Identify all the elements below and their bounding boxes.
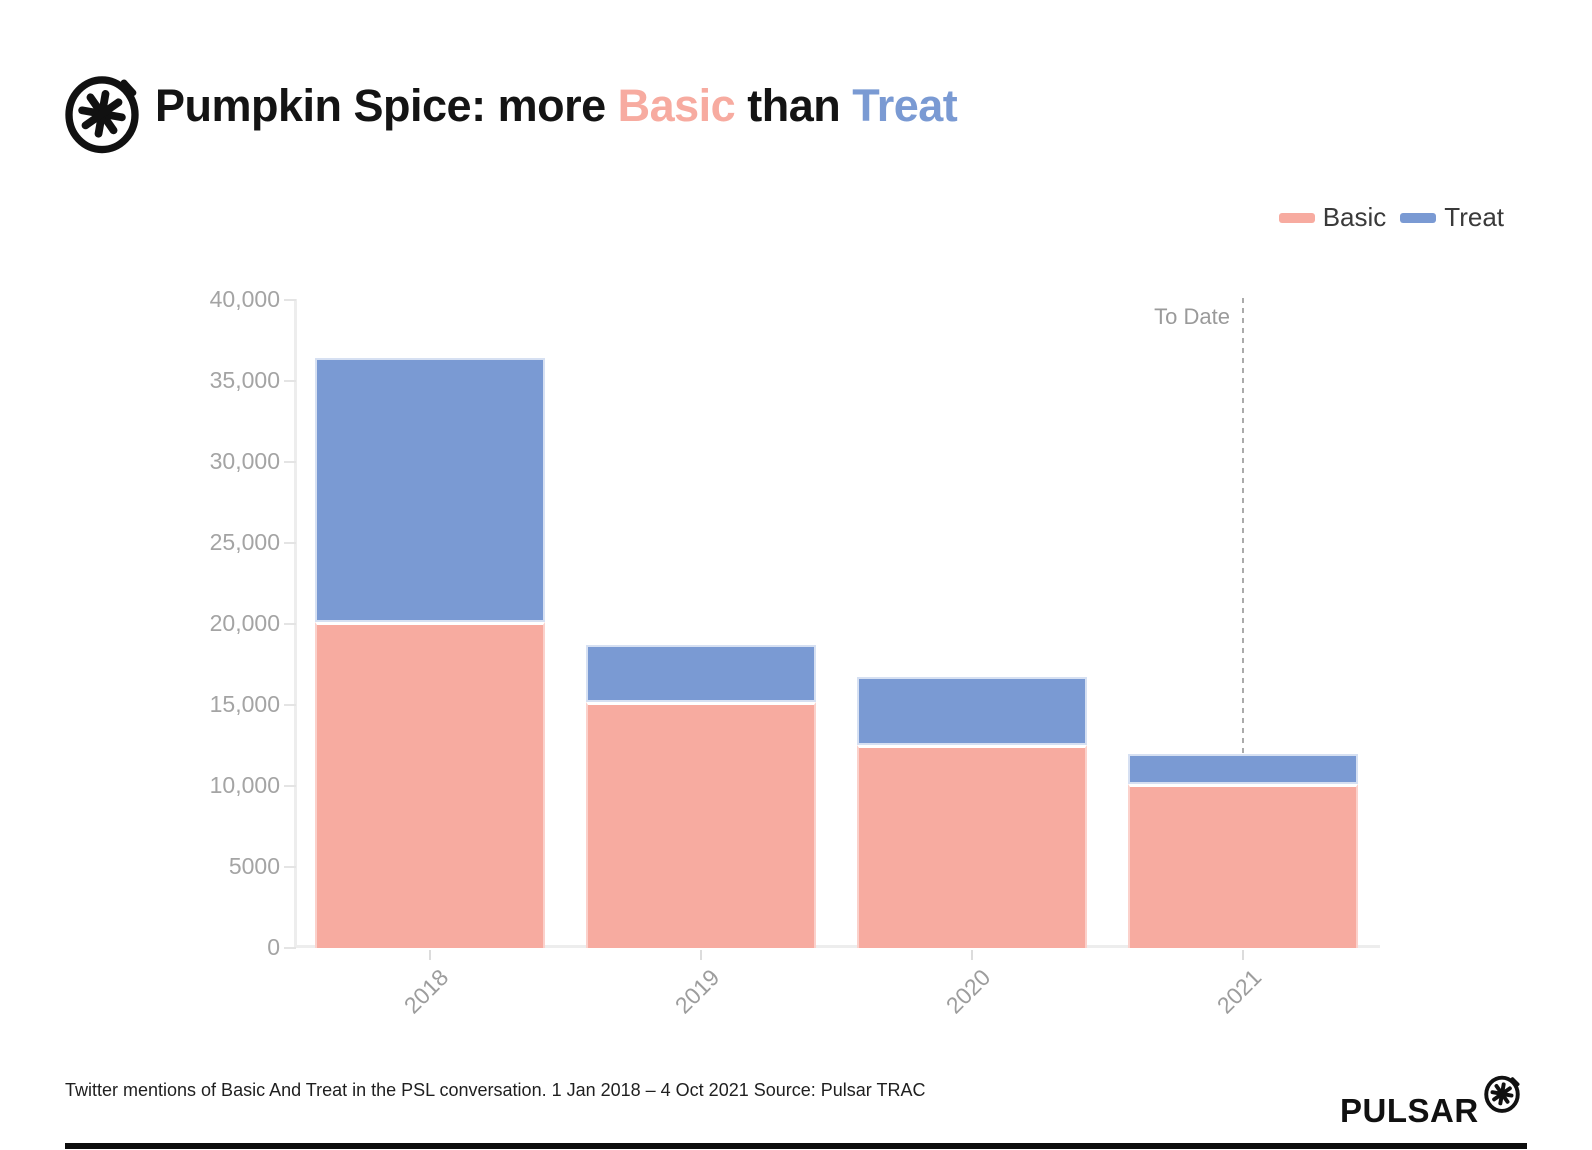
y-axis-tick-label: 40,000 xyxy=(209,286,280,312)
legend-label-basic: Basic xyxy=(1322,202,1387,232)
x-axis-tick-mark xyxy=(700,950,702,960)
x-axis-tick-label-2018: 2018 xyxy=(398,964,454,1019)
y-axis-tick-label: 35,000 xyxy=(209,367,280,393)
y-axis-tick-label: 0 xyxy=(267,934,280,960)
to-date-annotation: To Date xyxy=(1154,304,1230,329)
legend-item-treat[interactable]: Treat xyxy=(1400,202,1504,233)
y-axis-tick-mark xyxy=(284,947,296,949)
pulsar-wordmark-text: PULSAR xyxy=(1340,1092,1479,1129)
legend-item-basic[interactable]: Basic xyxy=(1278,202,1387,233)
y-axis-tick-label: 5000 xyxy=(228,853,280,879)
x-axis-tick-mark xyxy=(971,950,973,960)
bar-segment-basic-2019[interactable] xyxy=(586,701,816,948)
x-axis-tick-mark xyxy=(429,950,431,960)
x-axis-tick-label-2019: 2019 xyxy=(669,964,725,1019)
y-axis-tick-label: 25,000 xyxy=(209,529,280,555)
legend-swatch-treat xyxy=(1400,212,1437,223)
page-title: Pumpkin Spice: more Basic than Treat xyxy=(155,80,958,132)
bar-segment-treat-2020[interactable] xyxy=(857,676,1087,745)
title-basic-word: Basic xyxy=(617,80,736,131)
y-axis-tick-mark xyxy=(284,380,296,382)
y-axis-tick-label: 20,000 xyxy=(209,610,280,636)
title-prefix: Pumpkin Spice: more xyxy=(155,80,618,131)
bar-segment-basic-2020[interactable] xyxy=(857,744,1087,948)
pulsar-wordmark: PULSAR xyxy=(1340,1072,1523,1127)
x-axis-tick-mark xyxy=(1242,950,1244,960)
bar-segment-treat-2018[interactable] xyxy=(315,358,545,623)
chart-caption: Twitter mentions of Basic And Treat in t… xyxy=(65,1080,926,1100)
y-axis-tick-mark xyxy=(284,623,296,625)
x-axis-tick-label-2020: 2020 xyxy=(940,964,996,1019)
legend-label-treat: Treat xyxy=(1444,202,1504,232)
footer-divider xyxy=(65,1143,1527,1149)
to-date-dashed-line xyxy=(1242,298,1244,948)
title-treat-word: Treat xyxy=(852,80,958,131)
y-axis-tick-label: 10,000 xyxy=(209,772,280,798)
y-axis-tick-label: 30,000 xyxy=(209,448,280,474)
pulsar-asterisk-logo xyxy=(58,68,146,156)
bar-segment-treat-2021[interactable] xyxy=(1128,754,1358,784)
asterisk-circle-icon-small xyxy=(1483,1075,1520,1113)
y-axis-tick-mark xyxy=(284,542,296,544)
bar-segment-treat-2019[interactable] xyxy=(586,645,816,702)
legend-swatch-basic xyxy=(1278,212,1315,223)
asterisk-circle-icon xyxy=(65,76,139,154)
bar-segment-basic-2021[interactable] xyxy=(1128,783,1358,948)
bar-segment-basic-2018[interactable] xyxy=(315,622,545,948)
y-axis-tick-mark xyxy=(284,299,296,301)
y-axis-tick-mark xyxy=(284,461,296,463)
y-axis-tick-mark xyxy=(284,866,296,868)
x-axis-tick-label-2021: 2021 xyxy=(1211,964,1267,1019)
x-axis-line xyxy=(294,945,1380,948)
y-axis-tick-label: 15,000 xyxy=(209,691,280,717)
y-axis-tick-mark xyxy=(284,704,296,706)
title-mid: than xyxy=(735,80,853,131)
chart-legend: Basic Treat xyxy=(1278,202,1504,233)
y-axis-tick-mark xyxy=(284,785,296,787)
